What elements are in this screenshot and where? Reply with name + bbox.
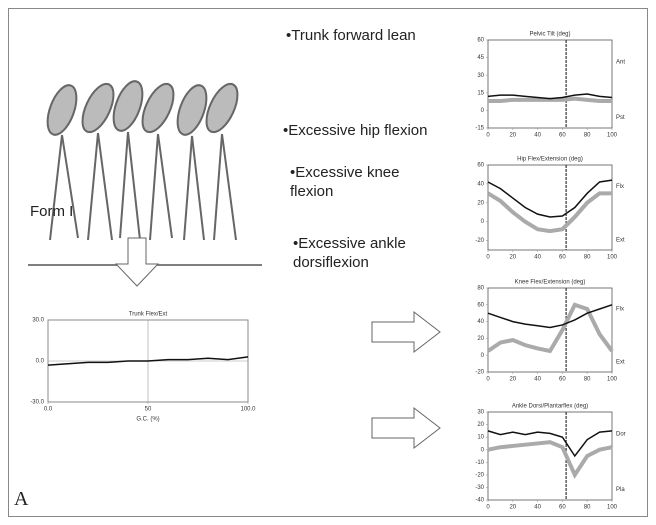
side-label: Ext — [616, 359, 625, 365]
plot-area — [488, 288, 612, 372]
x-tick-label: 50 — [145, 407, 152, 413]
side-label: Ant — [616, 60, 625, 66]
x-tick-label: 80 — [584, 255, 591, 261]
x-tick-label: 60 — [559, 255, 566, 261]
y-tick-label: -20 — [475, 238, 484, 244]
y-tick-label: 30.0 — [32, 318, 44, 324]
x-tick-label: 80 — [584, 377, 591, 383]
y-tick-label: 40 — [477, 181, 484, 187]
y-tick-label: -10 — [475, 460, 484, 466]
x-tick-label: 100 — [607, 133, 618, 139]
y-tick-label: 30 — [477, 73, 484, 79]
y-tick-label: 20 — [477, 200, 484, 206]
x-tick-label: 40 — [534, 133, 541, 139]
x-tick-label: 60 — [559, 505, 566, 511]
side-label: Pst — [616, 115, 625, 121]
y-tick-label: 40 — [477, 319, 484, 325]
side-label: Flx — [616, 184, 624, 190]
side-label: Ext — [616, 237, 625, 243]
x-tick-label: 0 — [486, 377, 490, 383]
side-label: Dor — [616, 432, 626, 438]
x-tick-label: 0.0 — [44, 407, 53, 413]
x-tick-label: 20 — [509, 133, 516, 139]
finding: •Excessive knee flexion — [290, 163, 430, 201]
y-tick-label: -30 — [475, 485, 484, 491]
chart-title: Knee Flex/Extension (deg) — [515, 280, 586, 286]
down-arrow — [116, 238, 158, 286]
x-tick-label: 60 — [559, 133, 566, 139]
y-tick-label: 0 — [481, 447, 485, 453]
y-tick-label: -30.0 — [30, 400, 44, 406]
y-tick-label: 45 — [477, 55, 484, 61]
y-tick-label: 0.0 — [36, 359, 45, 365]
x-tick-label: 100 — [607, 255, 618, 261]
chart-title: Trunk Flex/Ext — [129, 312, 168, 318]
plot-area — [488, 412, 612, 500]
right-arrow — [372, 408, 440, 448]
y-tick-label: 0 — [481, 219, 485, 225]
y-tick-label: 15 — [477, 90, 484, 96]
y-tick-label: 10 — [477, 435, 484, 441]
y-tick-label: 80 — [477, 286, 484, 292]
chart-title: Ankle Dorsi/Plantarflex (deg) — [512, 404, 588, 410]
figure-label: A — [14, 490, 28, 509]
x-axis-label: G.C. (%) — [136, 417, 159, 423]
y-tick-label: 60 — [477, 38, 484, 44]
x-tick-label: 60 — [559, 377, 566, 383]
chart-title: Hip Flex/Extension (deg) — [517, 157, 583, 163]
x-tick-label: 80 — [584, 133, 591, 139]
side-label: Pla — [616, 487, 625, 493]
x-tick-label: 40 — [534, 377, 541, 383]
y-tick-label: -20 — [475, 472, 484, 478]
chart-title: Pelvic Tilt (deg) — [529, 32, 570, 38]
x-tick-label: 80 — [584, 505, 591, 511]
y-tick-label: 20 — [477, 336, 484, 342]
y-tick-label: -20 — [475, 370, 484, 376]
finding: •Excessive ankle dorsiflexion — [293, 234, 443, 272]
x-tick-label: 0 — [486, 133, 490, 139]
x-tick-label: 40 — [534, 505, 541, 511]
x-tick-label: 100.0 — [240, 407, 256, 413]
x-tick-label: 100 — [607, 505, 618, 511]
side-label: Flx — [616, 307, 624, 313]
x-tick-label: 0 — [486, 505, 490, 511]
figure: Pelvic Tilt (deg)-1501530456002040608010… — [0, 0, 656, 525]
plot-area — [488, 40, 612, 128]
x-tick-label: 20 — [509, 377, 516, 383]
x-tick-label: 40 — [534, 255, 541, 261]
finding: •Excessive hip flexion — [283, 121, 483, 140]
y-tick-label: 0 — [481, 108, 485, 114]
y-tick-label: 20 — [477, 422, 484, 428]
y-tick-label: 30 — [477, 410, 484, 416]
y-tick-label: 60 — [477, 302, 484, 308]
y-tick-label: 0 — [481, 353, 485, 359]
y-tick-label: 60 — [477, 163, 484, 169]
right-arrow — [372, 312, 440, 352]
x-tick-label: 100 — [607, 377, 618, 383]
form-label: Form I — [30, 202, 73, 221]
finding: •Trunk forward lean — [286, 26, 416, 45]
x-tick-label: 0 — [486, 255, 490, 261]
y-tick-label: -40 — [475, 498, 484, 504]
x-tick-label: 20 — [509, 255, 516, 261]
x-tick-label: 20 — [509, 505, 516, 511]
